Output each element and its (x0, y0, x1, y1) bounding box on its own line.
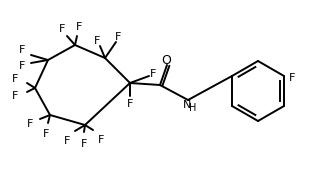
Text: F: F (150, 69, 156, 79)
Text: H: H (189, 103, 197, 113)
Text: F: F (98, 135, 104, 145)
Text: F: F (289, 73, 295, 83)
Text: F: F (19, 45, 25, 55)
Text: F: F (12, 91, 18, 101)
Text: F: F (115, 32, 121, 42)
Text: F: F (127, 99, 133, 109)
Text: F: F (59, 24, 65, 34)
Text: F: F (43, 129, 49, 139)
Text: F: F (19, 61, 25, 71)
Text: O: O (161, 54, 171, 66)
Text: F: F (64, 136, 70, 146)
Text: F: F (94, 36, 100, 46)
Text: F: F (76, 22, 82, 32)
Text: F: F (12, 74, 18, 84)
Text: F: F (81, 139, 87, 149)
Text: F: F (27, 119, 33, 129)
Text: N: N (183, 100, 191, 110)
